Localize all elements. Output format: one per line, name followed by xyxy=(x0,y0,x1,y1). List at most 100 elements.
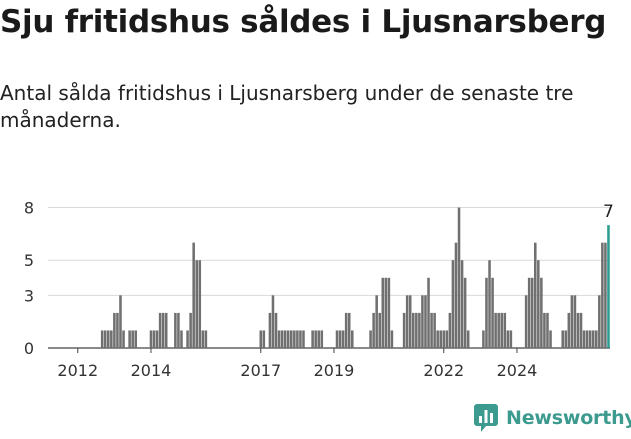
bar xyxy=(134,330,137,348)
bar xyxy=(543,312,546,348)
brand-logo: Newsworthy xyxy=(474,404,631,432)
x-tick-label: 2024 xyxy=(497,361,538,380)
bar xyxy=(174,312,177,348)
bar xyxy=(372,312,375,348)
bar xyxy=(564,330,568,348)
bar xyxy=(344,312,348,348)
bar xyxy=(110,330,113,348)
bar xyxy=(485,277,488,348)
bar xyxy=(259,330,263,348)
bar xyxy=(198,260,202,348)
bar xyxy=(488,260,491,348)
bar xyxy=(149,330,153,348)
bar xyxy=(384,277,388,348)
bar xyxy=(506,330,510,348)
bar xyxy=(448,312,452,348)
bar xyxy=(378,312,381,348)
bar xyxy=(466,330,470,348)
bar xyxy=(164,312,168,348)
x-tick-label: 2014 xyxy=(131,361,172,380)
bar xyxy=(293,330,296,348)
x-tick-label: 2022 xyxy=(423,361,464,380)
bar xyxy=(524,295,528,348)
bar xyxy=(271,295,275,348)
bar xyxy=(576,312,580,348)
bar xyxy=(192,242,195,348)
bar xyxy=(274,312,278,348)
bar xyxy=(402,312,406,348)
bar xyxy=(433,312,436,348)
bar xyxy=(491,277,494,348)
bar xyxy=(290,330,293,348)
newsworthy-chart-icon xyxy=(474,404,498,432)
bar xyxy=(299,330,302,348)
bar xyxy=(415,312,418,348)
bar xyxy=(262,330,266,348)
bar xyxy=(195,260,198,348)
bar xyxy=(180,330,183,348)
bar xyxy=(113,312,116,348)
bar xyxy=(436,330,439,348)
bar xyxy=(582,330,586,348)
bar xyxy=(347,312,351,348)
bar xyxy=(595,330,598,348)
x-tick-label: 2012 xyxy=(57,361,98,380)
bar xyxy=(277,330,281,348)
bar xyxy=(103,330,107,348)
bar xyxy=(387,277,391,348)
bar xyxy=(573,295,577,348)
bar xyxy=(445,330,449,348)
bar xyxy=(405,295,409,348)
bar-chart: 0 3 5 8 7 2012 2014 2017 2019 2022 2024 xyxy=(24,199,614,380)
bar xyxy=(280,330,284,348)
bar xyxy=(317,330,320,348)
brand-name: Newsworthy xyxy=(506,407,631,429)
bar xyxy=(460,260,464,348)
bar xyxy=(439,330,442,348)
highlight-value-label: 7 xyxy=(603,202,614,222)
chart-subtitle: Antal sålda fritidshus i Ljusnarsberg un… xyxy=(0,81,574,132)
bar xyxy=(186,330,189,348)
bar xyxy=(500,312,503,348)
bar xyxy=(482,330,485,348)
bar xyxy=(537,260,540,348)
bar xyxy=(408,295,412,348)
bar xyxy=(591,330,595,348)
bar xyxy=(338,330,342,348)
bar xyxy=(424,295,427,348)
bar xyxy=(122,330,125,348)
bar xyxy=(601,242,604,348)
bar xyxy=(421,295,424,348)
highlight-bar xyxy=(607,225,610,348)
bar xyxy=(119,295,122,348)
y-tick-label: 3 xyxy=(24,286,34,305)
bar xyxy=(457,207,461,348)
bar xyxy=(442,330,446,348)
bar xyxy=(320,330,324,348)
bar xyxy=(503,312,507,348)
bar xyxy=(283,330,287,348)
bar xyxy=(296,330,299,348)
bar xyxy=(579,312,583,348)
bar xyxy=(527,277,531,348)
bar xyxy=(341,330,345,348)
y-tick-label: 0 xyxy=(24,339,34,358)
y-tick-label: 8 xyxy=(24,199,34,218)
bar xyxy=(268,312,272,348)
bar xyxy=(588,330,592,348)
bar xyxy=(561,330,564,348)
bar xyxy=(451,260,455,348)
bar xyxy=(311,330,314,348)
bar xyxy=(161,312,165,348)
bar xyxy=(412,312,415,348)
bar xyxy=(534,242,537,348)
bar xyxy=(390,330,394,348)
y-tick-label: 5 xyxy=(24,251,34,270)
bar xyxy=(131,330,134,348)
bar xyxy=(598,295,601,348)
bar xyxy=(369,330,372,348)
bar xyxy=(430,312,433,348)
bar xyxy=(463,277,467,348)
bar xyxy=(375,295,378,348)
bar xyxy=(201,330,205,348)
